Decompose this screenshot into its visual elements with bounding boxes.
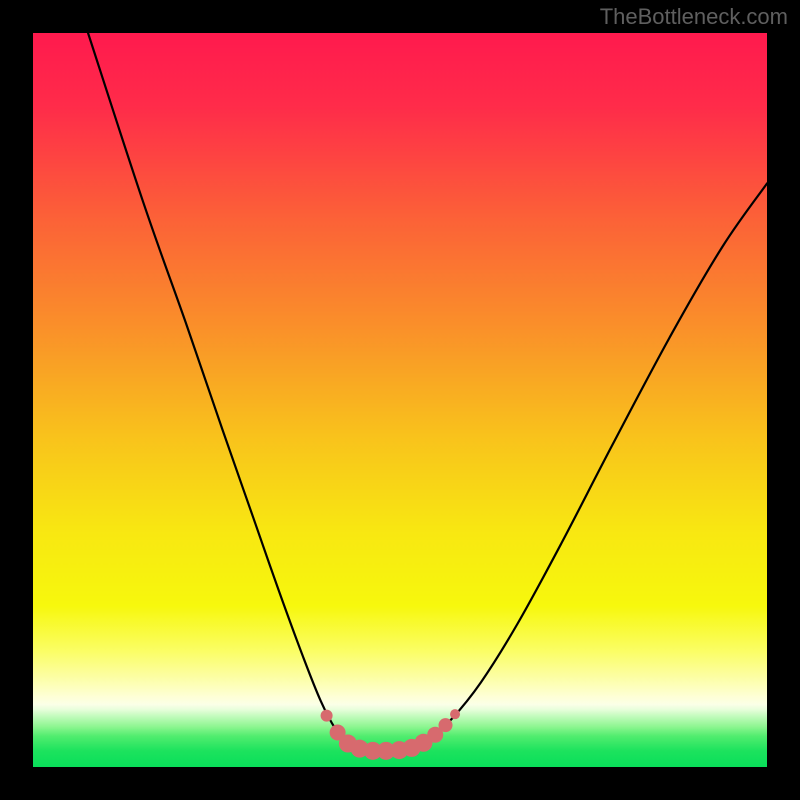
valley-marker-dot xyxy=(450,709,460,719)
chart-container: TheBottleneck.com xyxy=(0,0,800,800)
plot-area xyxy=(33,33,767,767)
valley-marker-dot xyxy=(321,710,333,722)
watermark-text: TheBottleneck.com xyxy=(600,4,788,30)
curve-overlay xyxy=(33,33,767,767)
bottleneck-curve xyxy=(88,33,767,751)
valley-marker-dot xyxy=(439,718,453,732)
valley-markers xyxy=(321,709,460,760)
